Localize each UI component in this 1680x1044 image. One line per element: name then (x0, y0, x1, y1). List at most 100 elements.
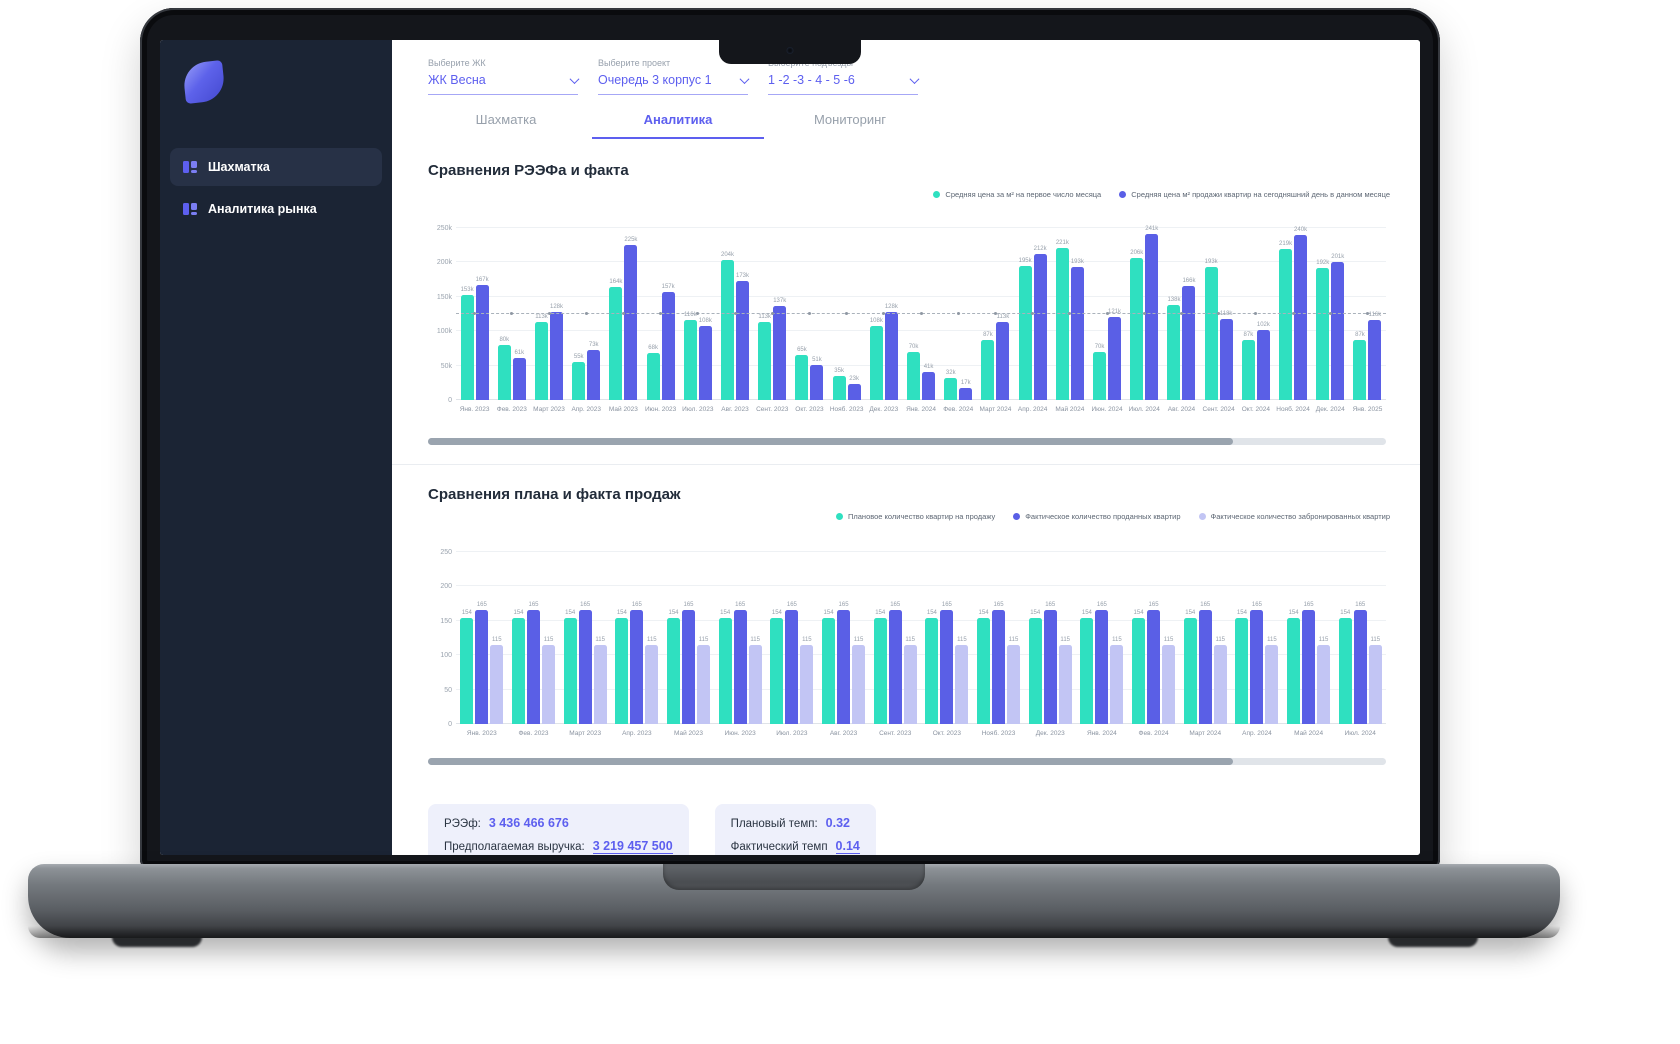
bar-value-label: 102k (1256, 321, 1270, 328)
dashed-line-marker (510, 312, 514, 315)
sidebar-item-market-analytics[interactable]: Аналитика рынка (170, 190, 382, 228)
bar-group: 164k 225k (605, 228, 642, 400)
bar-value-label: 115 (1318, 636, 1329, 643)
x-axis-label: Янв. 2024 (906, 406, 936, 413)
scrollbar-thumb[interactable] (428, 758, 1233, 765)
bar-value-label: 23k (849, 376, 859, 383)
bar-value-label: 115 (957, 636, 967, 643)
tab-analytics[interactable]: Аналитика (592, 112, 764, 139)
y-axis-label: 250 (440, 549, 452, 556)
tab-shahmatka[interactable]: Шахматка (475, 112, 537, 127)
bar-value-label: 137k (773, 297, 787, 304)
y-axis-label: 150k (436, 293, 452, 301)
bar-value-label: 108k (698, 317, 712, 324)
bar (1108, 316, 1122, 400)
y-axis-label: 0 (448, 397, 452, 404)
bar (721, 259, 735, 400)
y-axis-label: 100k (436, 328, 452, 336)
scrollbar-thumb[interactable] (428, 438, 1233, 445)
dashed-line-marker (1365, 312, 1369, 315)
dashed-line-marker (696, 312, 700, 315)
bar (822, 618, 836, 724)
bar-group: 206k 241k (1126, 226, 1163, 400)
dashed-line-marker (1068, 312, 1072, 315)
bar-group: 192k 201k (1312, 228, 1349, 400)
tab-bar: Шахматка Аналитика Мониторинг (420, 112, 936, 139)
bar-value-label: 115 (853, 636, 864, 643)
legend-dot-teal (933, 191, 941, 198)
bar-group: 70k 41k (902, 228, 939, 400)
stat-label: Предполагаемая выручка: (444, 841, 585, 853)
y-axis-label: 50k (440, 362, 452, 370)
residential-complex-select[interactable]: Выберите ЖК ЖК Весна (428, 58, 580, 95)
gridline (456, 330, 1386, 332)
bar-group: 154 165 115 (663, 552, 715, 724)
bar-value-label: 115 (543, 636, 554, 643)
project-select[interactable]: Выберите проект Очередь 3 корпус 1 (598, 58, 750, 95)
chart-plot: 250 200 150 100 50 0 154 165 115 154 165 115 154 165 1… (440, 549, 1386, 728)
bar (1147, 610, 1161, 724)
bar (832, 375, 846, 400)
y-axis-label: 150 (440, 617, 452, 625)
chevron-down-icon (909, 73, 920, 84)
bar-value-label: 115 (1267, 636, 1277, 643)
x-axis-label: Авг. 2024 (1167, 406, 1196, 413)
x-axis-label: Нояб. 2023 (981, 730, 1016, 737)
bar (869, 325, 883, 400)
gridline (456, 654, 1386, 656)
bar-value-label: 165 (890, 602, 901, 609)
bar-value-label: 154 (565, 610, 576, 617)
bar-value-label: 115 (1060, 636, 1071, 643)
bar-value-label: 115 (492, 636, 502, 643)
bar-value-label: 240k (1294, 226, 1308, 233)
bar-value-label: 195k (1018, 257, 1032, 264)
bar-value-label: 154 (926, 610, 937, 617)
bar-group: 154 165 115 (1283, 552, 1335, 724)
bar (770, 618, 784, 724)
bar (475, 285, 489, 400)
bar-value-label: 41k (923, 363, 934, 370)
sidebar-item-shahmatka[interactable]: Шахматка (170, 148, 382, 186)
bar (1331, 261, 1345, 400)
bar (475, 610, 489, 724)
bar-value-label: 121k (1108, 308, 1122, 315)
tab-monitoring[interactable]: Мониторинг (813, 112, 887, 127)
x-axis-label: Янв. 2025 (1352, 406, 1383, 413)
dashed-line-marker (882, 312, 886, 315)
x-axis-label: Сент. 2023 (879, 730, 912, 737)
revenue-card: РЭЭф: 3 436 466 676 Предполагаемая выруч… (428, 804, 689, 855)
x-axis-label: Сент. 2023 (756, 406, 789, 413)
bar-value-label: 115 (905, 636, 915, 643)
bar-value-label: 138k (1167, 297, 1181, 304)
bar-value-label: 165 (993, 602, 1004, 609)
bar-group: 113k 128k (530, 228, 567, 400)
summary-cards: РЭЭф: 3 436 466 676 Предполагаемая выруч… (428, 804, 876, 855)
bar-value-label: 193k (1070, 259, 1084, 266)
bar (1110, 644, 1124, 724)
bar-group: 195k 212k (1014, 228, 1051, 400)
dashed-line-marker (659, 312, 663, 315)
x-axis-label: Июл. 2023 (776, 730, 808, 737)
x-axis-label: Дек. 2024 (1315, 406, 1345, 413)
bar (1338, 618, 1352, 724)
sidebar: Шахматка Аналитика рынка (160, 40, 392, 855)
bar-group: 65k 51k (791, 228, 828, 400)
bar-group: 154 165 115 (611, 552, 663, 724)
bar-value-label: 68k (648, 345, 658, 352)
bar-value-label: 241k (1145, 226, 1159, 233)
bar (837, 610, 851, 724)
bar-value-label: 212k (1033, 246, 1047, 253)
camera-dot (786, 47, 794, 54)
bar (847, 384, 861, 400)
x-axis-label: Фев. 2024 (943, 406, 974, 413)
bar-value-label: 32k (945, 369, 956, 376)
chart-x-axis: Янв. 2023 Фев. 2023 Март 2023 Апр. 2023 Май … (456, 406, 1386, 413)
bar-value-label: 154 (978, 610, 989, 617)
bar (940, 610, 954, 724)
bar (1162, 644, 1176, 724)
bar (1145, 234, 1159, 400)
bar-value-label: 165 (528, 602, 539, 609)
bar-group: 154 165 115 (869, 552, 921, 724)
app-logo (182, 60, 226, 104)
dashed-line-marker (1254, 312, 1258, 315)
